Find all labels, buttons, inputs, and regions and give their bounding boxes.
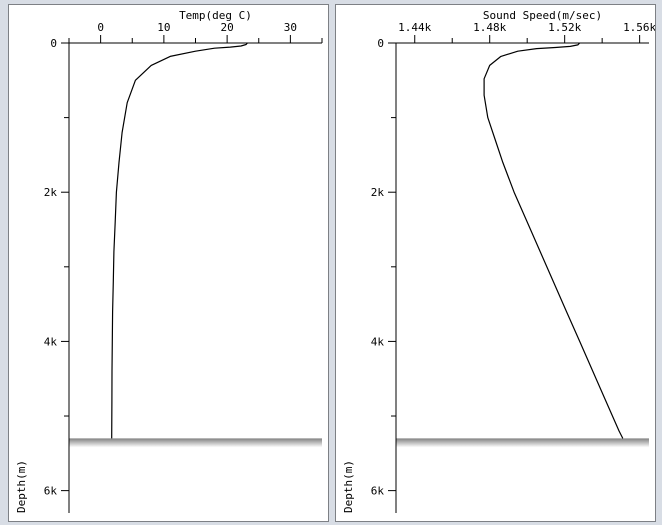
y-tick-label: 0 xyxy=(377,37,384,50)
profile-line xyxy=(112,43,248,438)
y-tick-label: 0 xyxy=(50,37,57,50)
y-tick-label: 4k xyxy=(371,335,385,348)
x-tick-label: 1.56k xyxy=(623,21,655,34)
y-tick-label: 6k xyxy=(44,485,58,498)
x-tick-label: 10 xyxy=(157,21,170,34)
y-tick-label: 4k xyxy=(44,335,58,348)
sound-speed-panel: Sound Speed(m/sec)1.44k1.48k1.52k1.56k02… xyxy=(335,4,656,522)
x-axis-title: Temp(deg C) xyxy=(179,9,252,22)
y-tick-label: 2k xyxy=(371,186,385,199)
page: { "page": { "width": 662, "height": 525,… xyxy=(0,0,662,525)
y-tick-label: 6k xyxy=(371,485,385,498)
temperature-panel: Temp(deg C) 0 10 20 30 0 2k 4k 6k Depth(m) xyxy=(8,4,329,522)
x-tick-label: 1.48k xyxy=(473,21,506,34)
x-tick-label: 1.44k xyxy=(398,21,431,34)
y-tick-label: 2k xyxy=(44,186,58,199)
profile-line xyxy=(484,43,623,438)
x-tick-label: 20 xyxy=(221,21,234,34)
y-axis-title: Depth(m) xyxy=(342,460,355,513)
x-tick-label: 0 xyxy=(97,21,104,34)
y-axis-title: Depth(m) xyxy=(15,460,28,513)
x-tick-label: 30 xyxy=(284,21,297,34)
x-tick-label: 1.52k xyxy=(548,21,581,34)
